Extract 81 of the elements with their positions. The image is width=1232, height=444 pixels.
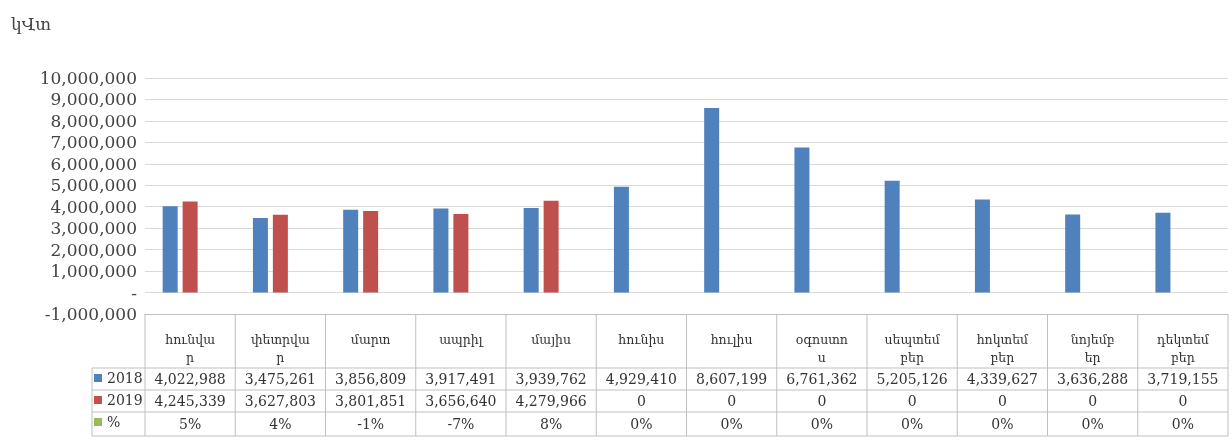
data-label: 0 [817, 393, 827, 409]
bar [1065, 214, 1081, 293]
x-tick-label: հունիս [618, 331, 665, 347]
legend-label: 2019 [107, 392, 143, 408]
y-axis-title: կՎտ [11, 13, 52, 34]
y-tick-label: 6,000,000 [50, 153, 137, 174]
y-tick-label: -1,000,000 [44, 304, 137, 324]
y-tick-label: 3,000,000 [50, 218, 137, 239]
data-label: 0% [1081, 416, 1104, 432]
bar [794, 147, 810, 293]
x-tick-label: հոկտեմբեր [976, 331, 1030, 365]
y-tick-label: 9,000,000 [50, 89, 137, 110]
y-tick-label: - [131, 282, 137, 303]
x-tick-label: ապրիլ [439, 331, 484, 347]
x-tick-label: հունվար [165, 331, 216, 365]
data-label: 0% [991, 416, 1014, 432]
data-label: 0% [630, 416, 653, 432]
y-tick-label: 2,000,000 [50, 239, 137, 260]
data-label: 0% [810, 416, 833, 432]
x-tick-label: սեպտեմբեր [884, 331, 941, 365]
data-label: -7% [447, 416, 475, 432]
bar [272, 214, 288, 293]
bar [343, 209, 359, 293]
bar [182, 201, 198, 293]
data-label: 4% [269, 416, 292, 432]
data-label: 4,279,966 [515, 393, 587, 409]
y-tick-label: 10,000,000 [39, 68, 137, 88]
bar [252, 217, 268, 293]
data-label: 3,856,809 [334, 371, 407, 387]
data-label: -1% [357, 416, 385, 432]
data-label: 0 [1178, 393, 1188, 409]
data-label: 0 [636, 393, 646, 409]
y-tick-label: 5,000,000 [50, 175, 137, 196]
bar [1155, 212, 1171, 293]
data-label: 4,245,339 [154, 393, 226, 409]
y-tick-label: 8,000,000 [50, 110, 137, 131]
bar [974, 199, 990, 293]
data-label: 4,339,627 [966, 371, 1039, 387]
data-label: 4,929,410 [605, 371, 678, 387]
legend-label: 2018 [107, 370, 143, 386]
data-label: 3,917,491 [425, 371, 497, 387]
data-label: 0 [1088, 393, 1098, 409]
data-label: 8% [540, 416, 563, 432]
x-tick-label: դեկտեմբեր [1156, 331, 1210, 365]
x-tick-label: օգոստոս [795, 331, 848, 365]
bar [884, 180, 900, 293]
bar [162, 206, 178, 293]
data-label: 5% [179, 416, 202, 432]
data-label: 3,656,640 [425, 393, 497, 409]
x-tick-label: նոյեմբեր [1070, 331, 1115, 365]
data-label: 6,761,362 [786, 371, 858, 387]
legend-label: % [107, 414, 121, 430]
bar [704, 107, 720, 293]
data-label: 0% [720, 416, 743, 432]
y-tick-label: 4,000,000 [50, 196, 137, 217]
data-label: 0 [727, 393, 737, 409]
x-tick-label: փետրվար [250, 331, 310, 365]
bar [543, 200, 559, 293]
bar [613, 186, 629, 293]
bar [523, 208, 539, 293]
data-label: 4,022,988 [154, 371, 226, 387]
data-label: 3,719,155 [1147, 371, 1219, 387]
x-tick-label: հուլիս [710, 331, 753, 347]
data-label: 0% [1171, 416, 1194, 432]
data-label: 5,205,126 [876, 371, 948, 387]
data-label: 3,939,762 [515, 371, 587, 387]
x-tick-label: մայիս [531, 331, 572, 347]
data-label: 0 [907, 393, 917, 409]
y-tick-label: 1,000,000 [50, 261, 137, 282]
data-label: 3,475,261 [244, 371, 317, 387]
data-label: 0 [997, 393, 1007, 409]
data-label: 3,636,288 [1056, 371, 1129, 387]
data-label: 0% [901, 416, 924, 432]
data-label: 3,627,803 [244, 393, 317, 409]
bar [363, 210, 379, 293]
x-tick-label: մարտ [350, 331, 391, 347]
bar [433, 208, 449, 293]
bar [453, 214, 469, 293]
y-tick-label: 7,000,000 [50, 132, 137, 153]
data-label: 8,607,199 [695, 371, 768, 387]
data-label: 3,801,851 [334, 393, 407, 409]
